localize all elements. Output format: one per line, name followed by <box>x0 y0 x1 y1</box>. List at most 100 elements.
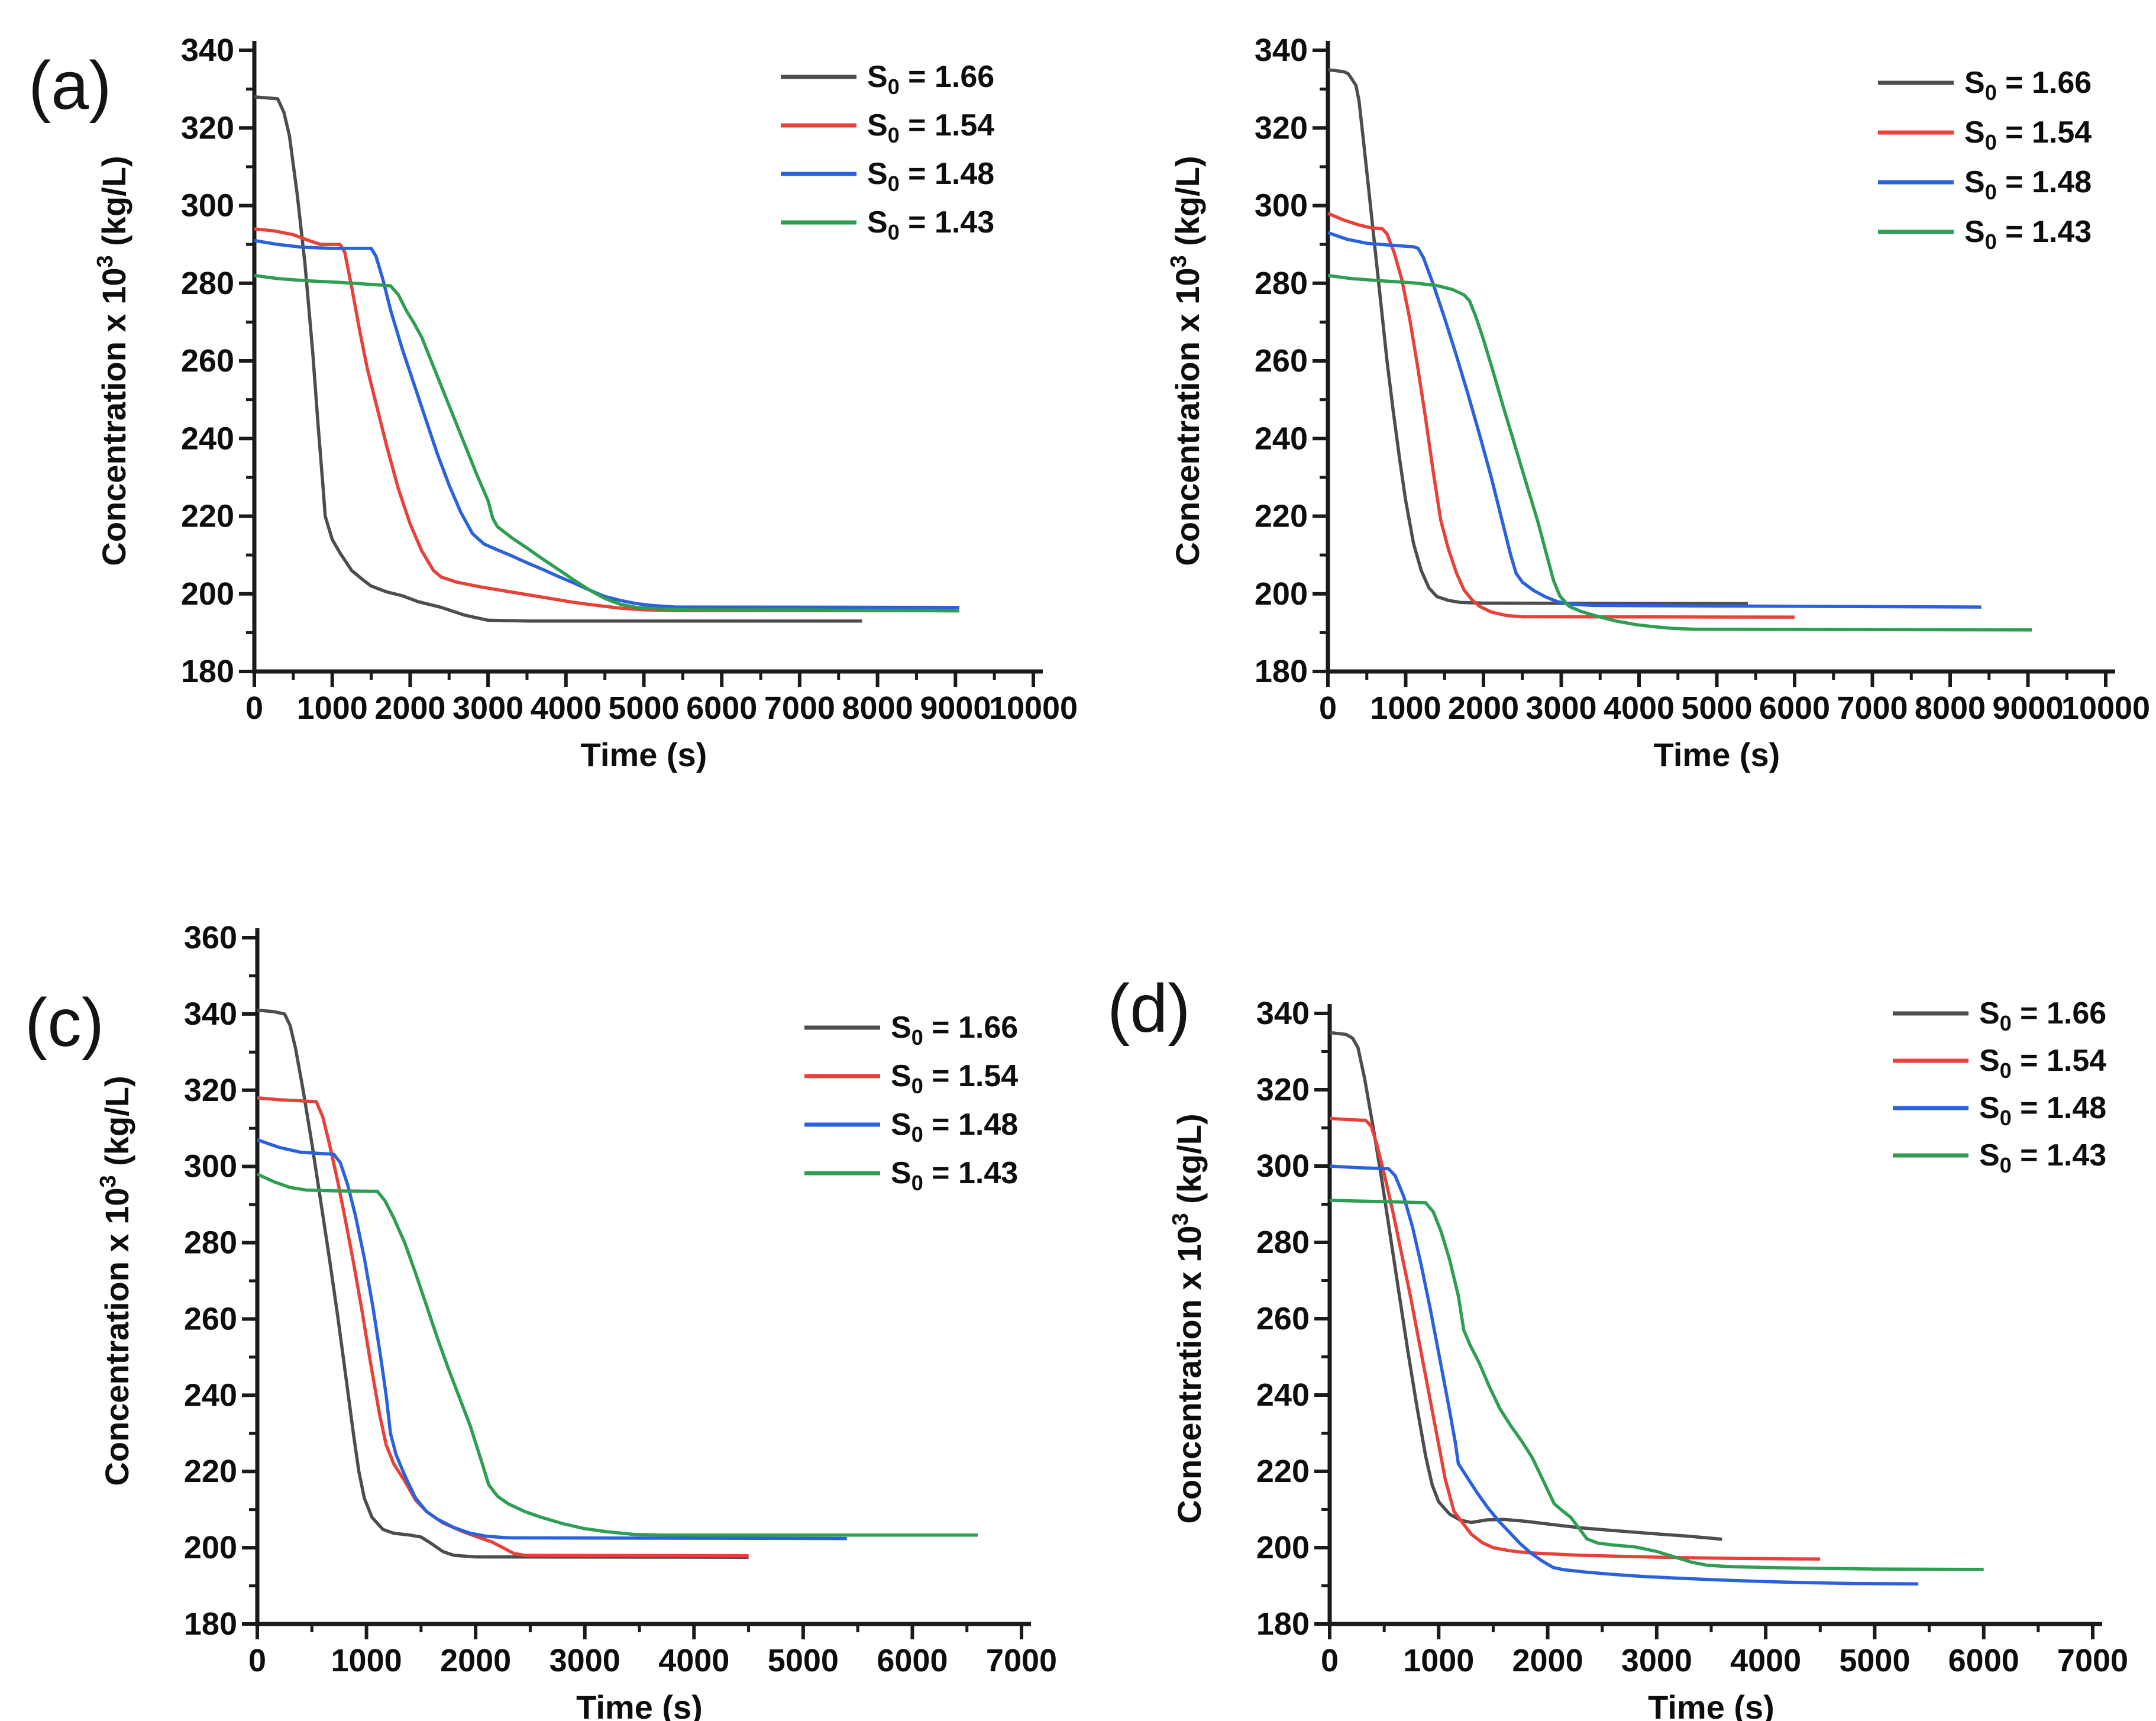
x-tick-label: 2000 <box>374 690 445 726</box>
x-axis-title: Time (s) <box>1654 736 1780 773</box>
y-tick-label: 220 <box>1255 499 1308 534</box>
x-tick-label: 0 <box>1319 690 1337 726</box>
legend-label: S0 = 1.48 <box>891 1107 1018 1147</box>
legend-entry: S0 = 1.43 <box>781 205 994 244</box>
x-tick-label: 6000 <box>1759 690 1830 726</box>
y-tick-label: 340 <box>1255 33 1308 68</box>
y-tick-label: 260 <box>1256 1301 1310 1336</box>
y-tick-label: 320 <box>184 1073 237 1108</box>
x-tick-label: 3000 <box>1525 690 1596 726</box>
y-tick-label: 240 <box>1255 421 1308 456</box>
x-tick-label: 9000 <box>1992 690 2063 726</box>
legend-label: S0 = 1.54 <box>891 1059 1018 1098</box>
x-tick-label: 5000 <box>768 1643 839 1678</box>
legend-entry: S0 = 1.54 <box>781 108 994 147</box>
y-tick-label: 260 <box>1255 343 1308 379</box>
x-tick-label: 3000 <box>1621 1643 1692 1678</box>
x-tick-label: 1000 <box>331 1643 402 1678</box>
chart-panel-a: 0 1000 2000 3000 4000 5000 6000 7000 8000 9000100… <box>93 33 1078 773</box>
legend-entry: S0 = 1.43 <box>1893 1138 2106 1177</box>
legend-entry: S0 = 1.54 <box>1878 115 2092 154</box>
x-tick-label: 9000 <box>920 690 991 726</box>
x-tick-label: 3000 <box>549 1643 620 1678</box>
y-tick-label: 200 <box>184 1530 237 1565</box>
y-tick-label: 320 <box>1256 1072 1310 1107</box>
x-tick-label: 4000 <box>1604 690 1675 726</box>
series-line-s0-1-66 <box>1327 68 1748 605</box>
x-tick-label: 7000 <box>986 1643 1057 1678</box>
y-tick-label: 260 <box>181 343 234 379</box>
y-tick-label: 200 <box>181 576 234 612</box>
legend-entry: S0 = 1.48 <box>804 1107 1018 1147</box>
legend-label: S0 = 1.48 <box>1964 165 2092 204</box>
x-axis-title: Time (s) <box>581 736 707 773</box>
y-tick-label: 300 <box>184 1149 237 1184</box>
y-tick-label: 220 <box>181 499 234 534</box>
x-tick-label: 5000 <box>1839 1643 1910 1678</box>
y-tick-label: 200 <box>1256 1530 1310 1565</box>
series-line-s0-1-43 <box>1329 1199 1984 1571</box>
series-line-s0-1-43 <box>1327 273 2032 632</box>
y-tick-label: 340 <box>181 33 234 68</box>
x-tick-label: 2000 <box>1448 690 1519 726</box>
y-tick-label: 300 <box>181 188 234 224</box>
x-tick-label: 8000 <box>842 690 913 726</box>
legend-entry: S0 = 1.48 <box>1893 1091 2106 1130</box>
chart-panel-d: 0 1000 2000 3000 4000 5000 6000 7000 180 200 220 24… <box>1168 996 2128 1721</box>
x-tick-label: 8000 <box>1915 690 1986 726</box>
legend-label: S0 = 1.43 <box>1979 1138 2106 1177</box>
x-tick-label: 7000 <box>2057 1643 2128 1678</box>
y-tick-label: 360 <box>184 920 237 955</box>
y-tick-label: 340 <box>184 996 237 1032</box>
legend-entry: S0 = 1.48 <box>781 157 994 196</box>
y-tick-label: 180 <box>184 1606 237 1642</box>
legend-label: S0 = 1.54 <box>1964 115 2092 154</box>
legend-label: S0 = 1.48 <box>867 157 994 196</box>
x-tick-label: 10000 <box>989 690 1078 726</box>
series-line-s0-1-48 <box>1327 231 1982 609</box>
panel-label-d: (d) <box>1107 971 1191 1047</box>
x-tick-label: 2000 <box>440 1643 511 1678</box>
y-tick-label: 320 <box>1255 110 1308 146</box>
y-tick-label: 280 <box>184 1225 237 1261</box>
x-axis-title: Time (s) <box>576 1688 703 1721</box>
x-tick-label: 0 <box>1321 1643 1339 1678</box>
x-tick-label: 5000 <box>1681 690 1752 726</box>
panel-label-c: (c) <box>25 985 105 1061</box>
y-tick-label: 300 <box>1255 188 1308 224</box>
series-line-s0-1-54 <box>257 1096 749 1558</box>
series-line-s0-1-54 <box>1327 212 1795 619</box>
x-tick-label: 1000 <box>1403 1643 1474 1678</box>
x-tick-label: 4000 <box>658 1643 729 1678</box>
y-tick-label: 280 <box>181 266 234 301</box>
y-tick-label: 220 <box>1256 1454 1310 1489</box>
series-line-s0-1-54 <box>1329 1116 1821 1561</box>
series-line-s0-1-48 <box>254 238 959 609</box>
chart-panel-c: 0 1000 2000 3000 4000 5000 6000 7000 180 200 220 24… <box>96 920 1057 1721</box>
x-tick-label: 7000 <box>1837 690 1908 726</box>
y-tick-label: 180 <box>1255 654 1308 689</box>
y-axis-title: Concentration x 103 (kg/L) <box>93 156 132 566</box>
y-tick-label: 280 <box>1256 1225 1310 1260</box>
x-tick-label: 1000 <box>297 690 368 726</box>
panel-label-a: (a) <box>28 48 112 124</box>
legend-label: S0 = 1.43 <box>891 1156 1018 1195</box>
series-line-s0-1-43 <box>256 1173 978 1537</box>
legend-entry: S0 = 1.43 <box>1878 215 2092 254</box>
legend-label: S0 = 1.66 <box>1964 66 2092 105</box>
y-tick-label: 180 <box>1256 1606 1310 1642</box>
legend-label: S0 = 1.54 <box>1979 1044 2106 1083</box>
legend-label: S0 = 1.43 <box>867 205 994 244</box>
legend-label: S0 = 1.43 <box>1964 215 2092 254</box>
x-tick-label: 4000 <box>1730 1643 1801 1678</box>
x-tick-label: 3000 <box>452 690 523 726</box>
y-tick-label: 300 <box>1256 1148 1310 1184</box>
series-line-s0-1-43 <box>254 273 959 613</box>
y-tick-label: 200 <box>1255 576 1308 612</box>
chart-panel-b: 0 1000 2000 3000 4000 5000 6000 7000 8000 9000100… <box>1166 33 2150 773</box>
legend-entry: S0 = 1.54 <box>804 1059 1018 1098</box>
legend-label: S0 = 1.66 <box>1979 996 2106 1035</box>
x-tick-label: 4000 <box>531 690 602 726</box>
